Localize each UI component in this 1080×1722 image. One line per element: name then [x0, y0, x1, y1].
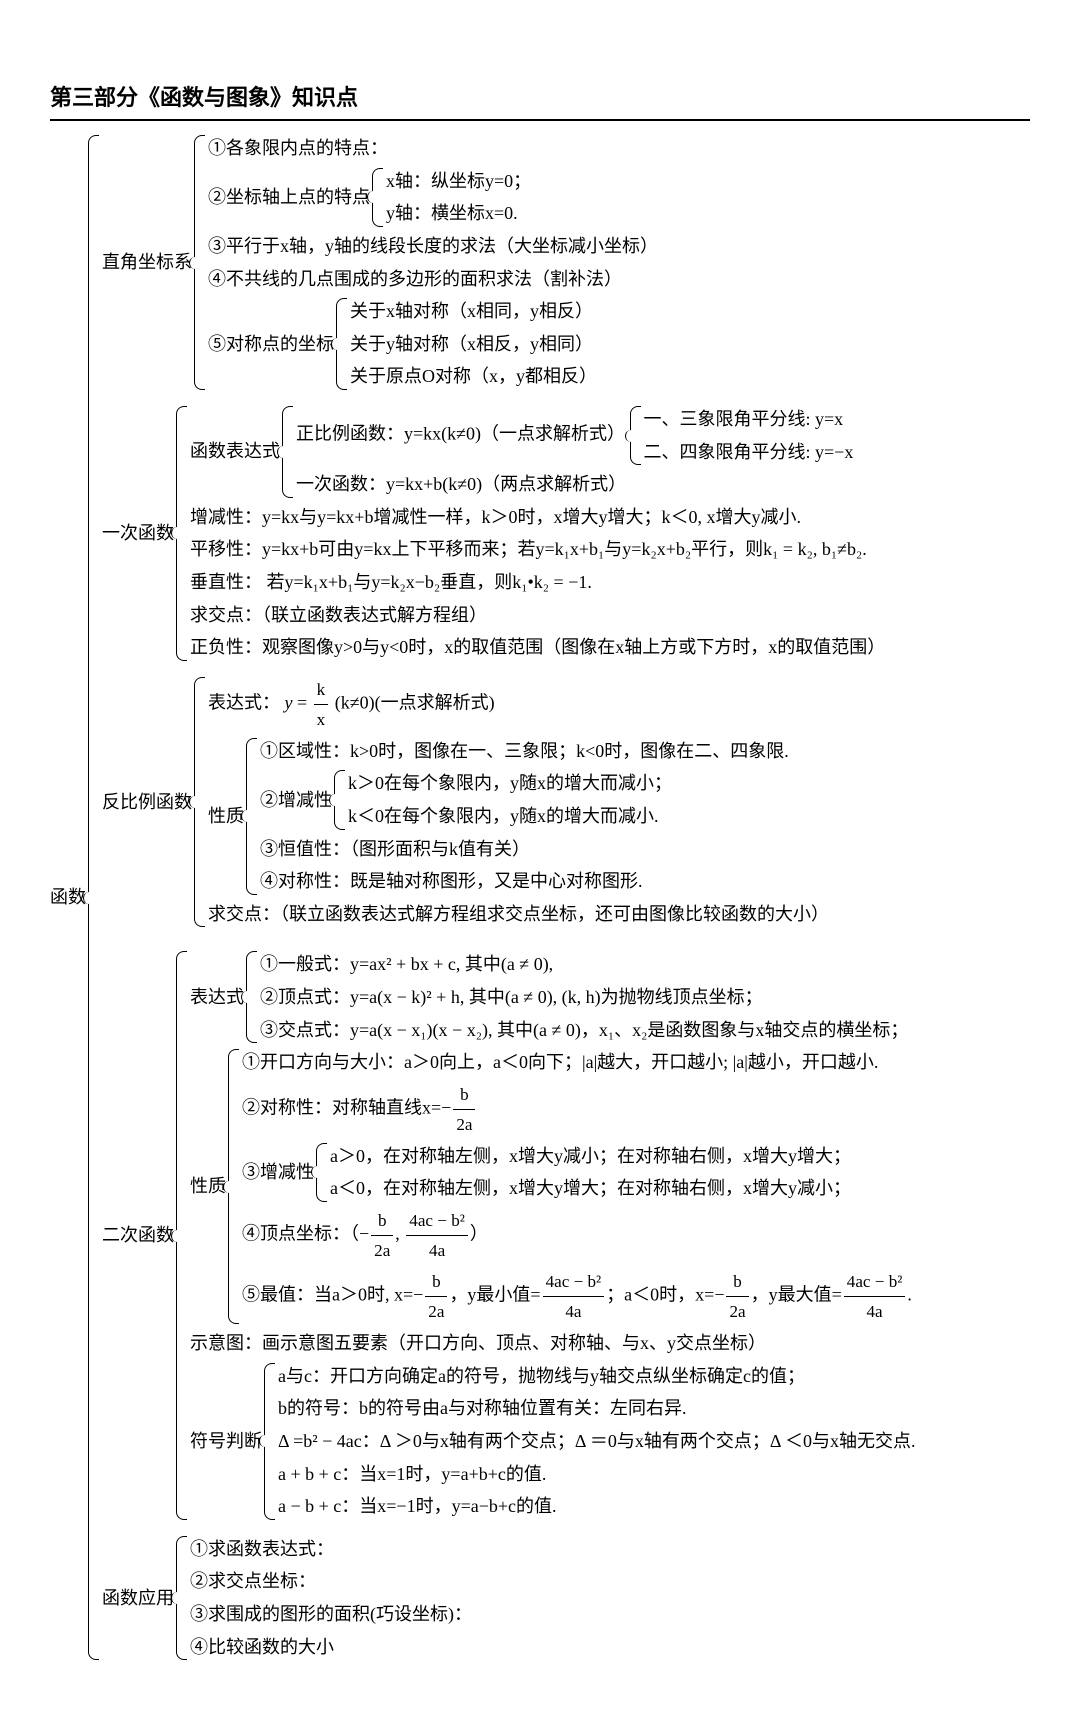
num: b [453, 1080, 475, 1110]
leaf: a＞0，在对称轴左侧，x增大y减小；在对称轴右侧，x增大y增大； [330, 1141, 851, 1172]
section-linear: 一次函数 函数表达式 正比例函数：y=kx(k≠0)（一点求解析式） 一、三象限… [102, 404, 916, 663]
leaf: ③恒值性：（图形面积与k值有关） [260, 834, 789, 865]
num: 4ac − b² [844, 1267, 906, 1297]
section-coord: 直角坐标系 ①各象限内点的特点： ②坐标轴上点的特点 x轴：纵坐标y=0； y轴… [102, 133, 916, 392]
leaf: k＞0在每个象限内，y随x的增大而减小； [348, 768, 672, 799]
section-inverse: 反比例函数 表达式： y = kx (k≠0)(一点求解析式) 性质 ①区域性：… [102, 675, 916, 930]
den: 4a [406, 1236, 468, 1265]
section-label: 直角坐标系 [102, 133, 194, 392]
leaf: 平移性：y=kx+b可由y=kx上下平移而来；若y=k₁x+b₁与y=k₂x+b… [190, 534, 885, 565]
sub: 性质 ①开口方向与大小：a＞0向上，a＜0向下；|a|越大，开口越小; |a|越… [190, 1047, 916, 1326]
leaf: 增减性：y=kx与y=kx+b增减性一样，k＞0时，x增大y增大；k＜0, x增… [190, 502, 885, 533]
sub: 符号判断 a与c：开口方向确定a的符号，抛物线与y轴交点纵坐标确定c的值； b的… [190, 1361, 916, 1522]
den: 2a [425, 1297, 447, 1326]
num: b [371, 1206, 393, 1236]
leaf: 示意图：画示意图五要素（开口方向、顶点、对称轴、与x、y交点坐标） [190, 1328, 916, 1359]
leaf: ①一般式：y=ax² + bx + c, 其中(a ≠ 0), [260, 949, 908, 980]
sub: ②增减性 k＞0在每个象限内，y随x的增大而减小； k＜0在每个象限内，y随x的… [260, 768, 789, 831]
text: ④顶点坐标：（− [242, 1224, 369, 1244]
leaf: 符号判断 [190, 1361, 264, 1522]
text: 表达式： [208, 692, 280, 712]
leaf: 表达式 [190, 949, 246, 1045]
leaf: 关于x轴对称（x相同，y相反） [350, 296, 597, 327]
text: (k≠0)(一点求解析式) [335, 692, 495, 712]
sub: ⑤对称点的坐标 关于x轴对称（x相同，y相反） 关于y轴对称（x相反，y相同） … [208, 296, 658, 392]
den: 2a [371, 1236, 393, 1265]
leaf: ④顶点坐标：（−b2a, 4ac − b²4a） [242, 1206, 912, 1265]
leaf: ②求交点坐标： [190, 1566, 472, 1597]
section-label: 一次函数 [102, 404, 176, 663]
leaf: ⑤最值：当a＞0时, x=−b2a，y最小值=4ac − b²4a；a＜0时，x… [242, 1267, 912, 1326]
text: 正比例函数：y=kx(k≠0)（一点求解析式） [296, 424, 625, 444]
leaf: x轴：纵坐标y=0； [386, 166, 531, 197]
leaf: ①开口方向与大小：a＞0向上，a＜0向下；|a|越大，开口越小; |a|越小，开… [242, 1047, 912, 1078]
leaf: 二、四象限角平分线: y=−x [644, 437, 854, 468]
leaf: ②对称性：对称轴直线x=−b2a [242, 1080, 912, 1139]
leaf: 关于原点O对称（x，y都相反） [350, 361, 597, 392]
leaf: 表达式： y = kx (k≠0)(一点求解析式) [208, 675, 829, 734]
section-label: 二次函数 [102, 949, 176, 1521]
text: ，y最大值= [751, 1285, 842, 1305]
leaf: a＜0，在对称轴左侧，x增大y增大；在对称轴右侧，x增大y减小； [330, 1173, 851, 1204]
den: 4a [844, 1297, 906, 1326]
leaf: 一次函数：y=kx+b(k≠0)（两点求解析式） [296, 469, 853, 500]
page-title: 第三部分《函数与图象》知识点 [50, 80, 1030, 121]
section-application: 函数应用 ①求函数表达式： ②求交点坐标： ③求围成的图形的面积(巧设坐标)： … [102, 1534, 916, 1662]
den: 2a [453, 1110, 475, 1139]
sub: 性质 ①区域性：k>0时，图像在一、三象限；k<0时，图像在二、四象限. ②增减… [208, 736, 829, 897]
leaf: a − b + c：当x=−1时，y=a−b+c的值. [278, 1491, 916, 1522]
leaf: 求交点：（联立函数表达式解方程组求交点坐标，还可由图像比较函数的大小） [208, 899, 829, 930]
leaf: ②增减性 [260, 768, 334, 831]
root-tree: 函数 直角坐标系 ①各象限内点的特点： ②坐标轴上点的特点 x轴：纵坐标y=0；… [50, 133, 1030, 1662]
num: b [425, 1267, 447, 1297]
leaf: 一、三象限角平分线: y=x [644, 404, 854, 435]
den: 4a [543, 1297, 605, 1326]
leaf: ①求函数表达式： [190, 1534, 472, 1565]
leaf: ④不共线的几点围成的多边形的面积求法（割补法） [208, 264, 658, 295]
leaf: ①区域性：k>0时，图像在一、三象限；k<0时，图像在二、四象限. [260, 736, 789, 767]
leaf: 垂直性： 若y=k₁x+b₁与y=k₂x−b₂垂直，则k₁•k₂ = −1. [190, 567, 885, 598]
leaf: Δ =b² − 4ac：Δ ＞0与x轴有两个交点；Δ ＝0与x轴有两个交点；Δ … [278, 1426, 916, 1457]
leaf: ②顶点式：y=a(x − k)² + h, 其中(a ≠ 0), (k, h)为… [260, 982, 908, 1013]
num: b [726, 1267, 748, 1297]
sub: 表达式 ①一般式：y=ax² + bx + c, 其中(a ≠ 0), ②顶点式… [190, 949, 916, 1045]
leaf: 正比例函数：y=kx(k≠0)（一点求解析式） 一、三象限角平分线: y=x 二… [296, 404, 853, 467]
text: , [395, 1224, 404, 1244]
leaf: ③增减性 [242, 1141, 316, 1204]
text: ；a＜0时，x=− [606, 1285, 724, 1305]
leaf: k＜0在每个象限内，y随x的增大而减小. [348, 801, 672, 832]
den: x [314, 705, 329, 734]
leaf: ④比较函数的大小 [190, 1632, 472, 1663]
leaf: ①各象限内点的特点： [208, 133, 658, 164]
num: 4ac − b² [543, 1267, 605, 1297]
leaf: b的符号：b的符号由a与对称轴位置有关：左同右异. [278, 1393, 916, 1424]
sub: ③增减性 a＞0，在对称轴左侧，x增大y减小；在对称轴右侧，x增大y增大； a＜… [242, 1141, 912, 1204]
section-quadratic: 二次函数 表达式 ①一般式：y=ax² + bx + c, 其中(a ≠ 0),… [102, 949, 916, 1521]
leaf: ③求围成的图形的面积(巧设坐标)： [190, 1599, 472, 1630]
sub: ②坐标轴上点的特点 x轴：纵坐标y=0； y轴：横坐标x=0. [208, 166, 658, 229]
den: 2a [726, 1297, 748, 1326]
leaf: ④对称性：既是轴对称图形，又是中心对称图形. [260, 866, 789, 897]
leaf: 关于y轴对称（x相反，y相同） [350, 329, 597, 360]
leaf: ②坐标轴上点的特点 [208, 166, 372, 229]
leaf: ③平行于x轴，y轴的线段长度的求法（大坐标减小坐标） [208, 231, 658, 262]
text: ⑤最值：当a＞0时, x=− [242, 1285, 423, 1305]
leaf: 正负性：观察图像y>0与y<0时，x的取值范围（图像在x轴上方或下方时，x的取值… [190, 632, 885, 663]
leaf: a与c：开口方向确定a的符号，抛物线与y轴交点纵坐标确定c的值； [278, 1361, 916, 1392]
num: 4ac − b² [406, 1206, 468, 1236]
leaf: 求交点：（联立函数表达式解方程组） [190, 600, 885, 631]
leaf: a + b + c：当x=1时，y=a+b+c的值. [278, 1459, 916, 1490]
section-label: 函数应用 [102, 1534, 176, 1662]
leaf: 函数表达式 [190, 404, 282, 500]
text: ） [470, 1224, 488, 1244]
sub: 函数表达式 正比例函数：y=kx(k≠0)（一点求解析式） 一、三象限角平分线:… [190, 404, 885, 500]
text: ②对称性：对称轴直线x=− [242, 1097, 451, 1117]
num: k [314, 675, 329, 705]
section-label: 反比例函数 [102, 675, 194, 930]
text: ，y最小值= [449, 1285, 540, 1305]
leaf: y轴：横坐标x=0. [386, 198, 531, 229]
leaf: ③交点式：y=a(x − x₁)(x − x₂), 其中(a ≠ 0)，x₁、x… [260, 1015, 908, 1046]
leaf: ⑤对称点的坐标 [208, 296, 336, 392]
